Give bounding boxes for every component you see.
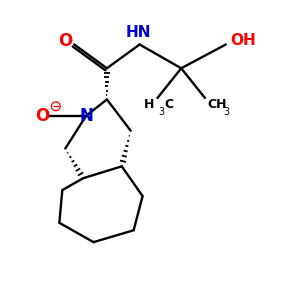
Text: 3: 3 [158, 107, 164, 117]
Text: N: N [79, 107, 93, 125]
Text: O: O [58, 32, 72, 50]
Text: OH: OH [230, 33, 256, 48]
Text: O: O [35, 107, 49, 125]
Text: H: H [144, 98, 154, 111]
Text: 3: 3 [223, 107, 229, 117]
Text: HN: HN [125, 25, 151, 40]
Text: CH: CH [207, 98, 227, 111]
Text: C: C [164, 98, 173, 111]
